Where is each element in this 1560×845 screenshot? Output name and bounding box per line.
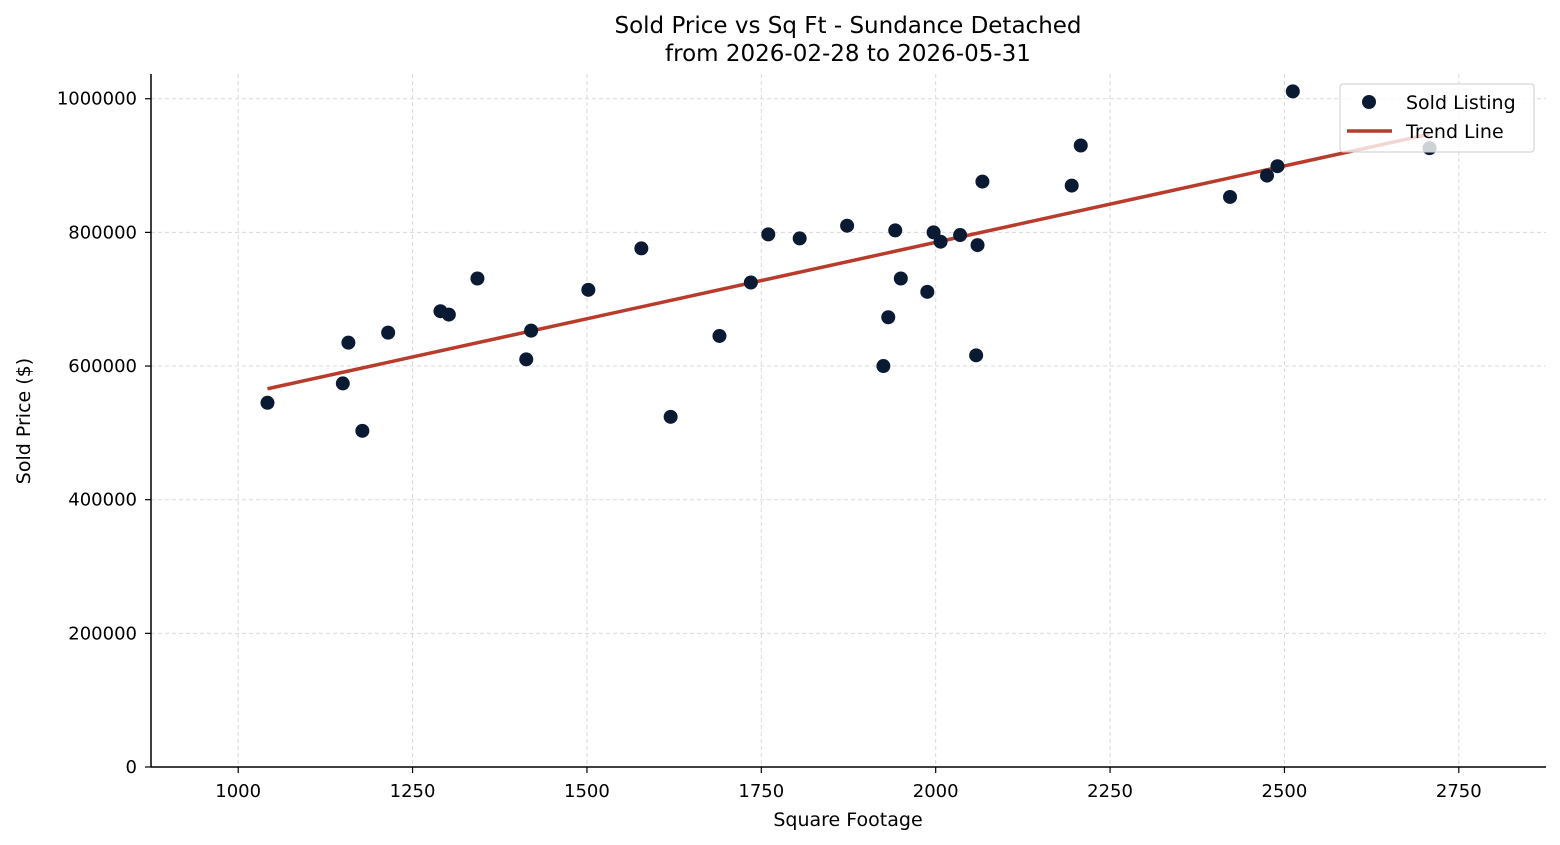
- data-point: [876, 359, 891, 374]
- grid: [151, 74, 1546, 768]
- x-tick-label: 2250: [1087, 781, 1133, 802]
- y-tick-label: 400000: [68, 490, 137, 511]
- y-tick-label: 0: [126, 757, 137, 778]
- y-tick-label: 800000: [68, 222, 137, 243]
- x-tick-label: 1750: [738, 781, 784, 802]
- data-point: [524, 323, 539, 338]
- data-point: [381, 325, 396, 340]
- axes: [150, 74, 1546, 768]
- data-point: [634, 241, 649, 256]
- y-tick-label: 1000000: [57, 89, 137, 110]
- data-point: [441, 307, 456, 322]
- data-point: [888, 223, 903, 238]
- trend-layer: [267, 132, 1430, 391]
- x-tick-label: 2750: [1436, 781, 1482, 802]
- legend-label-trend-line: Trend Line: [1405, 121, 1504, 143]
- y-tick-label: 600000: [68, 356, 137, 377]
- data-point: [663, 409, 678, 424]
- y-tick-label: 200000: [68, 623, 137, 644]
- data-point: [840, 218, 855, 233]
- x-tick-label: 2000: [913, 781, 959, 802]
- data-point: [975, 174, 990, 189]
- data-point: [335, 376, 350, 391]
- x-tick-label: 1250: [390, 781, 436, 802]
- x-axis-label: Square Footage: [773, 809, 922, 831]
- legend: Sold Listing Trend Line: [1339, 83, 1535, 153]
- data-point: [969, 348, 984, 363]
- data-point: [792, 231, 807, 246]
- trend-line: [267, 132, 1430, 391]
- data-point: [712, 328, 727, 343]
- data-point: [1073, 138, 1088, 153]
- legend-marker-sold-listing: [1362, 95, 1376, 109]
- data-point: [519, 352, 534, 367]
- x-tick-label: 2500: [1262, 781, 1308, 802]
- data-point: [1260, 168, 1274, 183]
- legend-label-sold-listing: Sold Listing: [1406, 92, 1516, 114]
- data-point: [1285, 84, 1300, 99]
- legend-box: [1339, 83, 1535, 153]
- data-point: [893, 271, 908, 286]
- data-point: [761, 227, 776, 242]
- chart-title: Sold Price vs Sq Ft - Sundance Detached: [614, 13, 1081, 39]
- data-point: [920, 284, 935, 299]
- data-point: [1270, 159, 1285, 174]
- data-point: [953, 228, 968, 243]
- data-point: [1064, 178, 1079, 193]
- data-point: [341, 335, 356, 350]
- points-layer: [260, 84, 1437, 438]
- data-point: [743, 275, 758, 290]
- data-point: [260, 395, 275, 410]
- data-point: [970, 238, 985, 253]
- data-point: [881, 310, 896, 325]
- data-point: [581, 282, 596, 297]
- ticks: 1000 1250 1500 1750 2000 2250 2500 2750 0 200000 4…: [57, 89, 1482, 802]
- x-tick-label: 1000: [215, 781, 261, 802]
- y-axis-label: Sold Price ($): [13, 358, 35, 484]
- data-point: [1223, 189, 1238, 204]
- data-point: [355, 423, 370, 438]
- data-point: [933, 234, 948, 249]
- chart-subtitle: from 2026-02-28 to 2026-05-31: [665, 41, 1031, 67]
- data-point: [470, 271, 485, 286]
- x-tick-label: 1500: [564, 781, 610, 802]
